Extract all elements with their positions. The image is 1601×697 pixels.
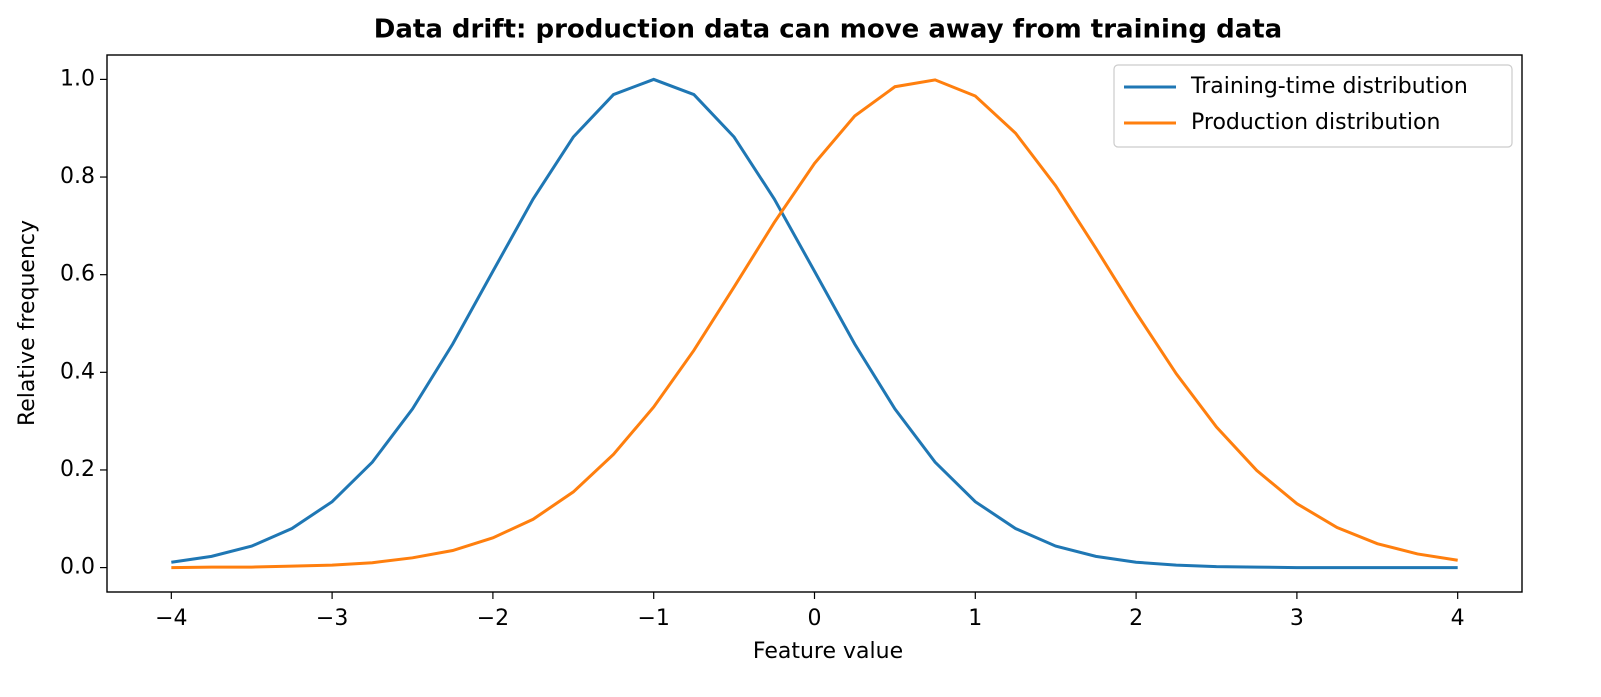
x-tick-label: −3 [316,606,348,631]
x-tick-label: 3 [1290,606,1304,631]
line-series [171,77,1458,570]
legend-label: Training-time distribution [1190,74,1468,99]
chart-title: Data drift: production data can move awa… [374,15,1282,45]
legend-box [1113,64,1513,148]
line-series [171,78,1458,570]
y-tick-label: 0.4 [60,359,95,384]
y-tick-label: 1.0 [60,66,95,91]
plot-frame [106,54,1523,593]
x-tick-label: 1 [968,606,982,631]
x-tick-label: 2 [1129,606,1143,631]
y-tick-label: 0.0 [60,555,95,580]
x-tick-label: 4 [1451,606,1465,631]
x-axis-label: Feature value [753,639,903,664]
y-tick-label: 0.6 [60,262,95,287]
x-tick-label: −1 [637,606,669,631]
x-tick-label: −2 [477,606,509,631]
y-tick-label: 0.8 [60,164,95,189]
y-tick-label: 0.2 [60,457,95,482]
x-tick-label: −4 [155,606,187,631]
legend-label: Production distribution [1191,110,1440,135]
y-axis-label: Relative frequency [15,220,40,426]
x-tick-label: 0 [808,606,822,631]
